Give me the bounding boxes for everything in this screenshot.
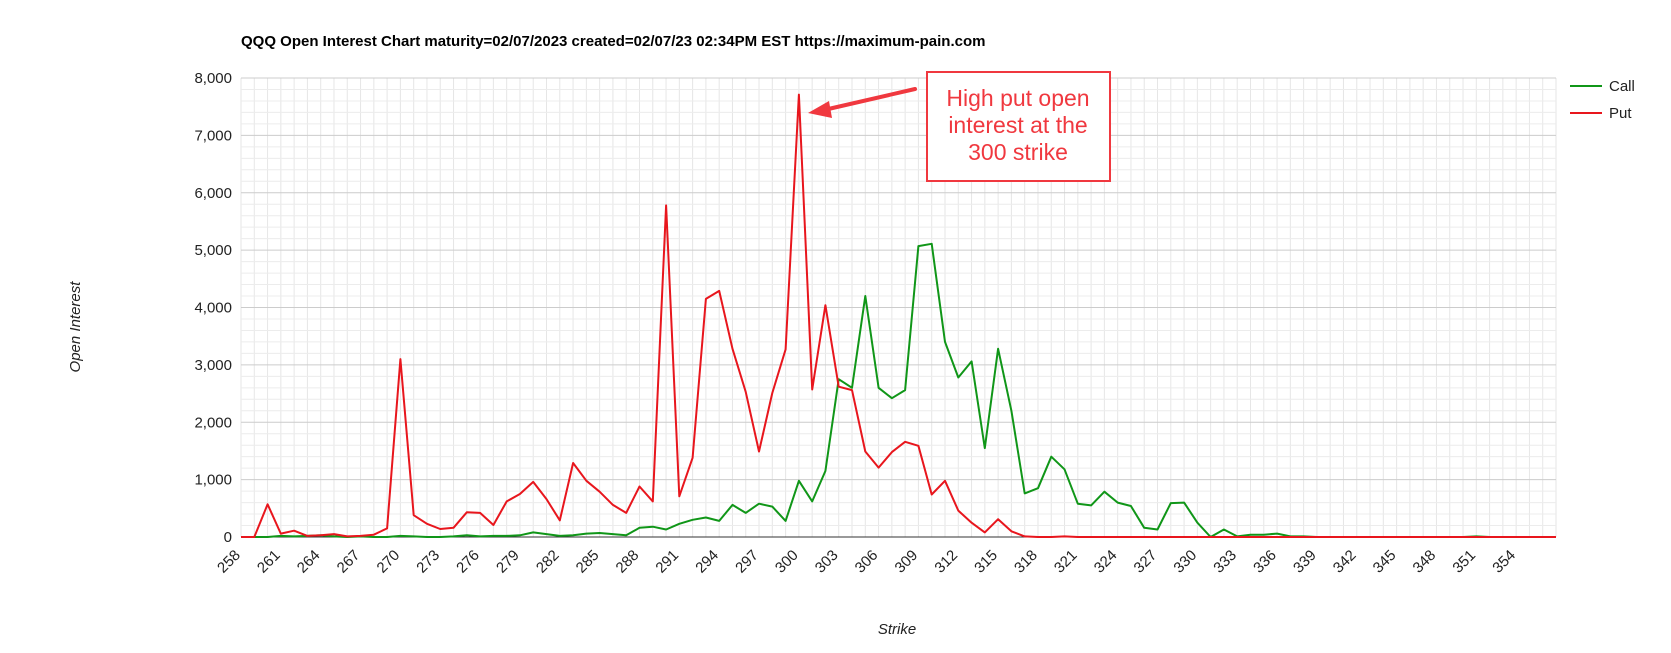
chart-title: QQQ Open Interest Chart maturity=02/07/2…: [241, 33, 985, 50]
annotation-arrow-head: [808, 101, 832, 118]
x-tick-label: 336: [1250, 547, 1280, 577]
x-tick-label: 315: [971, 547, 1001, 577]
x-tick-label: 345: [1370, 547, 1400, 577]
x-tick-label: 288: [613, 547, 643, 577]
grid: [240, 77, 1557, 538]
annotation-text-line: 300 strike: [968, 139, 1068, 165]
legend-label-put[interactable]: Put: [1609, 105, 1632, 122]
x-tick-label: 282: [533, 547, 563, 577]
x-tick-label: 327: [1131, 547, 1161, 577]
legend[interactable]: Call Put: [1570, 78, 1635, 122]
x-tick-label: 264: [294, 547, 324, 577]
y-tick-label: 4,000: [194, 300, 232, 317]
x-tick-label: 330: [1170, 547, 1200, 577]
y-tick-label: 3,000: [194, 357, 232, 374]
y-tick-label: 2,000: [194, 414, 232, 431]
x-tick-label: 297: [732, 547, 762, 577]
legend-label-call[interactable]: Call: [1609, 78, 1635, 95]
annotation-text-line: High put open: [946, 85, 1089, 111]
x-tick-label: 339: [1290, 547, 1320, 577]
x-tick-label: 306: [852, 547, 882, 577]
y-axis-ticks: 0 1,000 2,000 3,000 4,000 5,000 6,000 7,000 8,00…: [194, 70, 232, 546]
series-line-call: [241, 242, 1556, 538]
annotation-text-line: interest at the: [948, 112, 1087, 138]
series-lines: [241, 93, 1556, 538]
x-axis-ticks: 258 261 264 267 270 273 276 279 282 285 288 291 294 2…: [214, 547, 1519, 577]
x-tick-label: 279: [493, 547, 523, 577]
x-tick-label: 300: [772, 547, 802, 577]
x-tick-label: 276: [453, 547, 483, 577]
y-tick-label: 8,000: [194, 70, 232, 87]
x-tick-label: 348: [1410, 547, 1440, 577]
y-tick-label: 7,000: [194, 127, 232, 144]
x-tick-label: 294: [692, 547, 722, 577]
y-tick-label: 5,000: [194, 242, 232, 259]
annotation-arrow-shaft: [822, 87, 917, 112]
x-tick-label: 333: [1210, 547, 1240, 577]
x-tick-label: 321: [1051, 547, 1081, 577]
annotation-box: [926, 71, 1111, 182]
x-tick-label: 354: [1489, 547, 1519, 577]
x-tick-label: 309: [892, 547, 922, 577]
x-tick-label: 318: [1011, 547, 1041, 577]
x-tick-label: 351: [1449, 547, 1479, 577]
x-tick-label: 312: [931, 547, 961, 577]
x-tick-label: 270: [374, 547, 404, 577]
x-axis-title: Strike: [878, 621, 916, 638]
y-axis-title: Open Interest: [67, 281, 84, 373]
x-tick-label: 261: [254, 547, 284, 577]
x-tick-label: 324: [1091, 547, 1121, 577]
y-tick-label: 6,000: [194, 185, 232, 202]
x-tick-label: 303: [812, 547, 842, 577]
x-tick-label: 258: [214, 547, 244, 577]
y-tick-label: 0: [224, 529, 232, 546]
x-tick-label: 273: [413, 547, 443, 577]
x-tick-label: 285: [573, 547, 603, 577]
y-tick-label: 1,000: [194, 472, 232, 489]
x-tick-label: 342: [1330, 547, 1360, 577]
x-tick-label: 291: [652, 547, 682, 577]
x-tick-label: 267: [334, 547, 364, 577]
series-line-put: [241, 93, 1556, 538]
